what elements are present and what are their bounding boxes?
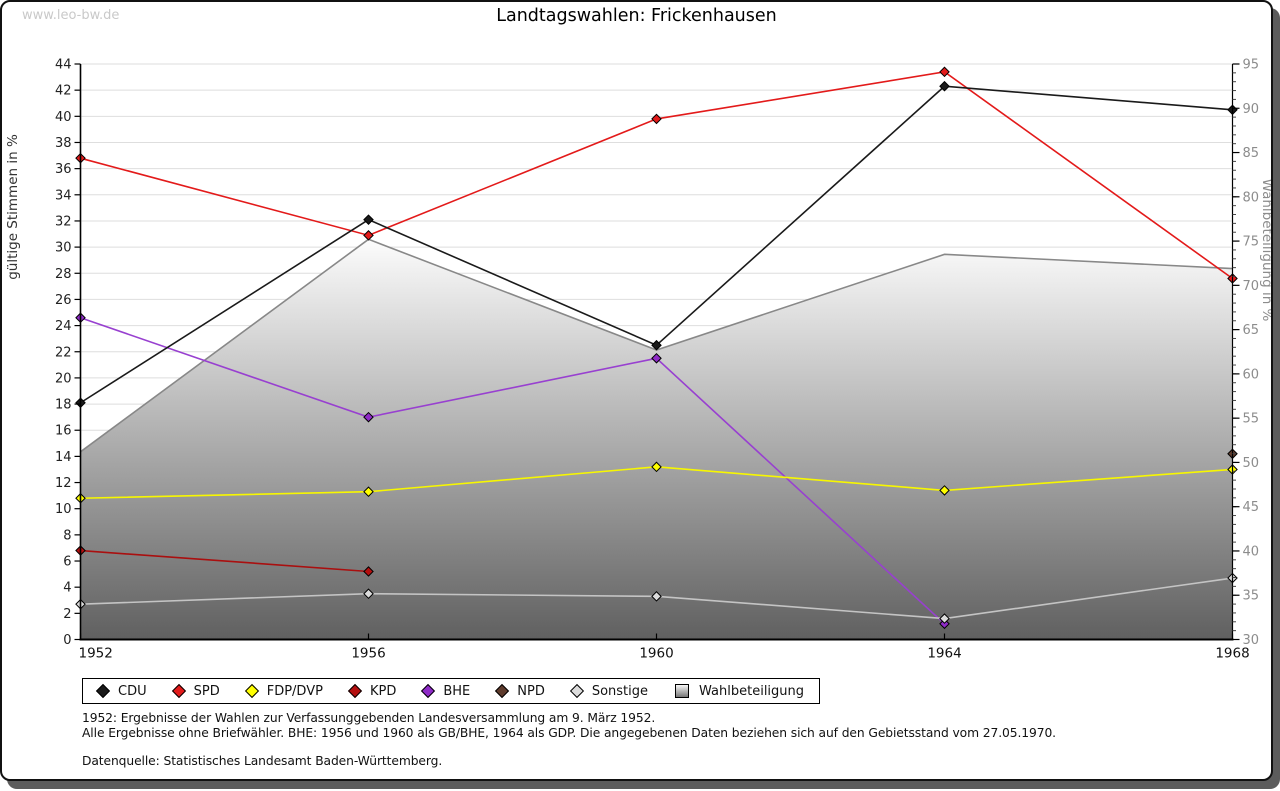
svg-text:30: 30 (55, 241, 72, 256)
chart-title: Landtagswahlen: Frickenhausen (496, 6, 777, 26)
svg-text:85: 85 (1243, 146, 1260, 161)
svg-text:2: 2 (63, 607, 71, 622)
x-axis: 1952 1956 1960 1964 1968 (79, 633, 1250, 662)
series-spd (75, 66, 1238, 284)
plot-area: 0246810121416182022242628303234363840424… (5, 58, 1271, 662)
legend-item-cdu: CDU (95, 683, 147, 699)
y-axis-right: 30 35 40 45 50 55 60 65 70 75 80 85 90 95 Wahlbeteilig… (1232, 58, 1271, 648)
svg-text:42: 42 (55, 84, 72, 99)
svg-text:gültige Stimmen in %: gültige Stimmen in % (5, 134, 21, 280)
legend-item-spd: SPD (171, 683, 220, 699)
legend-label: CDU (118, 683, 147, 699)
legend-item-kpd: KPD (347, 683, 397, 699)
svg-text:35: 35 (1243, 589, 1260, 604)
y-axis-left: 0246810121416182022242628303234363840424… (5, 58, 81, 648)
svg-text:50: 50 (1243, 456, 1260, 471)
svg-text:10: 10 (55, 502, 72, 517)
svg-text:55: 55 (1243, 412, 1260, 427)
legend-item-bhe: BHE (421, 683, 471, 699)
svg-text:34: 34 (55, 188, 72, 203)
svg-text:12: 12 (55, 476, 72, 491)
svg-text:38: 38 (55, 136, 72, 151)
svg-text:70: 70 (1243, 279, 1260, 294)
svg-text:24: 24 (55, 319, 72, 334)
svg-text:1952: 1952 (79, 646, 113, 662)
svg-text:4: 4 (63, 581, 71, 596)
legend-label: FDP/DVP (266, 683, 323, 699)
diamond-marker-icon (347, 683, 363, 699)
svg-text:1968: 1968 (1215, 646, 1249, 662)
diamond-marker-icon (495, 683, 510, 699)
legend-item-fdp-dvp: FDP/DVP (244, 683, 323, 699)
svg-text:32: 32 (55, 214, 72, 229)
svg-text:28: 28 (55, 267, 72, 282)
legend: CDU SPD FDP/DVP KPD BHE NPD Sonstige Wahlbeteil… (82, 678, 821, 704)
svg-text:18: 18 (55, 398, 72, 413)
svg-text:Wahlbeteiligung in %: Wahlbeteiligung in % (1259, 179, 1271, 322)
footnote-line: 1952: Ergebnisse der Wahlen zur Verfassu… (82, 711, 656, 725)
legend-item-wahlbeteiligung: Wahlbeteiligung (675, 684, 804, 699)
svg-text:90: 90 (1243, 102, 1260, 117)
svg-text:1964: 1964 (927, 646, 961, 662)
svg-text:26: 26 (55, 293, 72, 308)
series-fdp-dvp (75, 461, 1238, 504)
footnote-source: Datenquelle: Statistisches Landesamt Bad… (82, 754, 443, 768)
legend-label: BHE (443, 683, 471, 699)
svg-text:6: 6 (63, 555, 71, 570)
legend-label: SPD (193, 683, 220, 699)
diamond-marker-icon (171, 683, 186, 699)
svg-text:36: 36 (55, 162, 72, 177)
legend-label: KPD (369, 683, 397, 699)
svg-text:45: 45 (1243, 500, 1260, 515)
svg-text:40: 40 (1243, 544, 1260, 559)
legend-label: Sonstige (591, 683, 649, 699)
legend-item-npd: NPD (495, 683, 545, 699)
svg-text:20: 20 (55, 371, 72, 386)
legend-label: NPD (517, 683, 545, 699)
watermark: www.leo-bw.de (22, 8, 120, 23)
svg-text:80: 80 (1243, 190, 1260, 205)
svg-text:65: 65 (1243, 323, 1260, 338)
diamond-marker-icon (95, 683, 111, 699)
svg-text:0: 0 (63, 633, 71, 648)
svg-text:22: 22 (55, 345, 72, 360)
svg-text:40: 40 (55, 110, 72, 125)
svg-text:14: 14 (55, 450, 72, 465)
svg-text:44: 44 (55, 58, 72, 73)
diamond-marker-icon (244, 683, 259, 699)
footnotes: 1952: Ergebnisse der Wahlen zur Verfassu… (82, 711, 1056, 769)
diamond-marker-icon (421, 683, 436, 699)
svg-text:8: 8 (63, 528, 71, 543)
footnote-line: Alle Ergebnisse ohne Briefwähler. BHE: 1… (82, 725, 1056, 740)
svg-text:60: 60 (1243, 367, 1260, 382)
svg-text:30: 30 (1243, 633, 1260, 648)
area-swatch-icon (675, 684, 690, 698)
svg-text:95: 95 (1243, 58, 1260, 73)
svg-text:16: 16 (55, 424, 72, 439)
svg-text:1960: 1960 (639, 646, 673, 662)
legend-label: Wahlbeteiligung (699, 683, 805, 699)
svg-text:75: 75 (1243, 235, 1260, 250)
diamond-marker-icon (569, 683, 584, 699)
legend-item-sonstige: Sonstige (569, 683, 649, 699)
svg-text:1956: 1956 (351, 646, 385, 662)
